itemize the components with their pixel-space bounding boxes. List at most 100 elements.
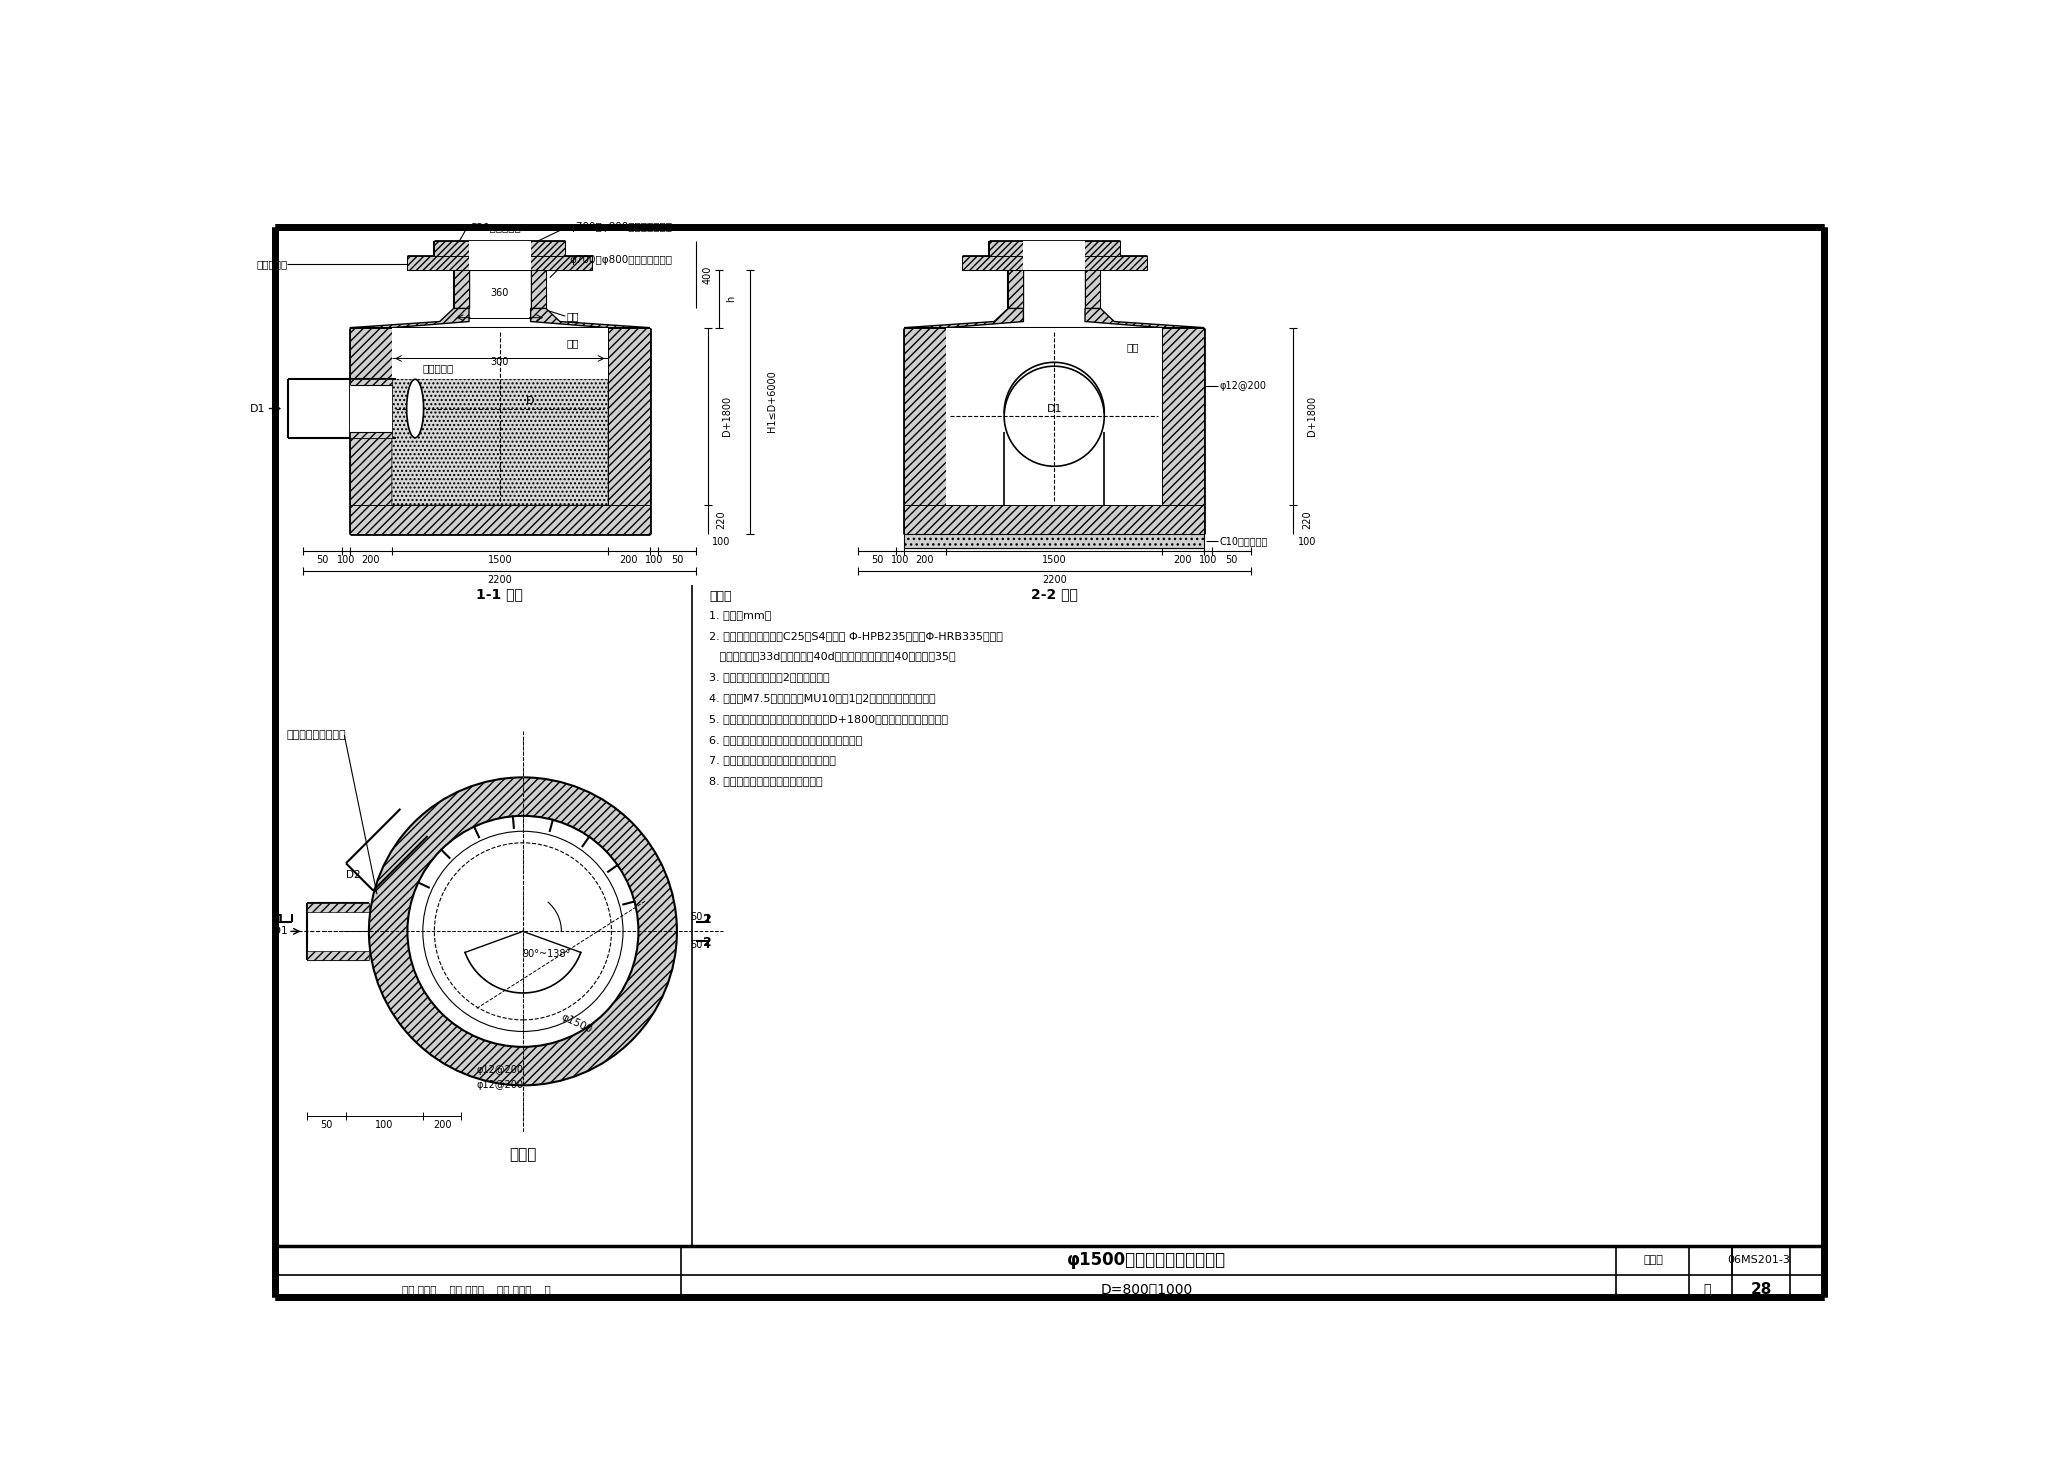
Text: 座浆: 座浆 [567,311,580,321]
Polygon shape [1085,308,1204,327]
Text: 2200: 2200 [487,576,512,585]
Text: D1: D1 [250,404,264,414]
Polygon shape [530,308,649,327]
Text: 100: 100 [645,555,664,566]
Circle shape [408,816,639,1047]
Text: 220: 220 [1303,510,1313,529]
Bar [469,256,530,270]
Bar [1085,270,1100,308]
Text: 页: 页 [1704,1283,1710,1296]
Text: 2: 2 [702,937,713,950]
Bar [989,240,1120,256]
Ellipse shape [408,379,424,437]
Text: 28: 28 [1751,1282,1772,1296]
Text: 顶平接入支管见说明: 顶平接入支管见说明 [287,731,346,739]
Text: D+1800: D+1800 [723,396,731,436]
Text: 1: 1 [276,913,285,927]
Text: 100: 100 [375,1121,393,1130]
Bar [1024,240,1085,256]
Bar [350,386,391,432]
Text: D+1800: D+1800 [1307,396,1317,436]
Text: 90°~138°: 90°~138° [522,950,569,959]
Bar [350,505,649,535]
Text: 200: 200 [1174,555,1192,566]
Bar [963,256,1147,270]
Bar [391,379,608,505]
Bar [469,240,530,256]
Bar [307,950,369,960]
Text: 50: 50 [672,555,684,566]
Bar [391,327,608,505]
Text: 踏步: 踏步 [567,339,580,348]
Text: 2. 井壁及底板混凝土为C25、S4；钒筋 Φ-HPB235级钒、Φ-HRB335级钒；: 2. 井壁及底板混凝土为C25、S4；钒筋 Φ-HPB235级钒、Φ-HRB33… [709,630,1004,641]
Polygon shape [391,379,608,505]
Text: 1500: 1500 [1042,555,1067,566]
Text: D1: D1 [1047,404,1063,414]
Text: φ1500: φ1500 [559,1012,594,1036]
Text: 50: 50 [1225,555,1237,566]
Text: 图集号: 图集号 [1642,1255,1663,1265]
Bar [1008,270,1024,308]
Text: 2: 2 [702,913,713,927]
Text: h: h [725,295,735,302]
Text: 100: 100 [1298,536,1317,546]
Text: 200: 200 [618,555,637,566]
Text: 1500: 1500 [487,555,512,566]
Bar [903,505,1204,535]
Text: C10混凝土垫层: C10混凝土垫层 [1221,536,1268,546]
Bar [453,270,469,308]
Text: D2: D2 [346,871,360,879]
Text: 50: 50 [690,940,702,950]
Text: 220: 220 [717,510,727,529]
Text: 50: 50 [317,555,330,566]
Bar [903,327,946,505]
Bar [608,327,649,505]
Bar [903,535,1204,548]
Polygon shape [350,308,469,327]
Text: 混凝土盖板: 混凝土盖板 [256,259,289,268]
Text: 7. 顶平接入支管见图形排水查井尺寸表。: 7. 顶平接入支管见图形排水查井尺寸表。 [709,756,836,766]
Bar [391,327,608,379]
Text: 管外壁凿毛: 管外壁凿毛 [422,362,455,373]
Text: 5. 井室高度自井底至盖板底净高一般为D+1800，深度不足时适情减少。: 5. 井室高度自井底至盖板底净高一般为D+1800，深度不足时适情减少。 [709,714,948,723]
Text: 3. 座浆、三角灰均用：2防水沙浆沙。: 3. 座浆、三角灰均用：2防水沙浆沙。 [709,672,829,682]
Text: 1-1 剖面: 1-1 剖面 [477,588,522,601]
Bar [307,903,369,912]
Bar [408,256,592,270]
Text: 审核 王僳山    校对 孟宪东    设计 温丽晖    页: 审核 王僳山 校对 孟宪东 设计 温丽晖 页 [401,1284,551,1295]
Bar [950,420,1159,505]
Text: 8. 井筒及井盖的安装做法见井筒图。: 8. 井筒及井盖的安装做法见井筒图。 [709,776,823,787]
Text: 1. 单位：mm。: 1. 单位：mm。 [709,610,772,620]
Text: φ700或φ800预制混凝土井筒: φ700或φ800预制混凝土井筒 [569,255,672,265]
Text: 2-2 剖面: 2-2 剖面 [1030,588,1077,601]
Text: 360: 360 [492,289,510,298]
Text: φ12@200: φ12@200 [477,1080,524,1090]
Text: C30混凝土井圈: C30混凝土井圈 [469,222,520,231]
Text: φ1500圆形混凝土污水检查井: φ1500圆形混凝土污水检查井 [1067,1251,1227,1270]
Bar [946,327,1161,505]
Bar [350,379,391,437]
Text: 100: 100 [713,536,731,546]
Text: 100: 100 [336,555,354,566]
Text: 6. 接入支管超抛分用级配砂石、混凝土或砀善实。: 6. 接入支管超抛分用级配砂石、混凝土或砀善实。 [709,735,862,745]
Circle shape [369,778,678,1086]
Text: 06MS201-3: 06MS201-3 [1726,1255,1790,1265]
Text: H1≤D+6000: H1≤D+6000 [766,371,776,433]
Text: 平面图: 平面图 [510,1147,537,1162]
Text: 300: 300 [492,358,510,367]
Text: 2200: 2200 [1042,576,1067,585]
Text: 50: 50 [690,912,702,922]
Text: 200: 200 [915,555,934,566]
Text: 说明：: 说明： [709,589,731,602]
Bar [1161,327,1204,505]
Bar [434,240,565,256]
Text: D: D [526,396,535,407]
Text: 50: 50 [870,555,883,566]
Text: 100: 100 [891,555,909,566]
Text: D=800～1000: D=800～1000 [1100,1283,1192,1296]
Text: 钒筋锂固长度33d；搭接长度40d；基础下层锂保护局40，其他为35。: 钒筋锂固长度33d；搭接长度40d；基础下层锂保护局40，其他为35。 [709,651,956,661]
Text: 踏步: 踏步 [1126,342,1139,352]
Bar [530,270,547,308]
Text: φ700或φ800铸铁井盖及支座: φ700或φ800铸铁井盖及支座 [569,222,672,231]
Text: φ12@200: φ12@200 [477,1065,524,1075]
